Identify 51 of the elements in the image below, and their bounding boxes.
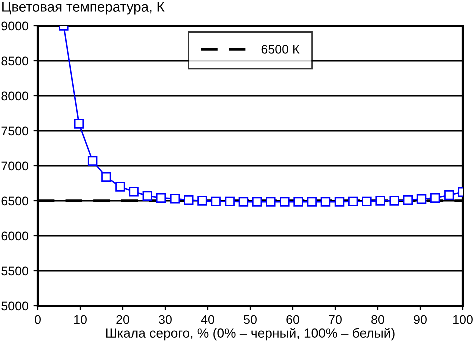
point bbox=[225, 196, 235, 207]
y-axis-title: Цветовая температура, К bbox=[2, 2, 165, 15]
point bbox=[156, 193, 166, 204]
point bbox=[116, 182, 126, 192]
x-tick-label: 20 bbox=[116, 315, 130, 324]
point bbox=[198, 196, 208, 206]
x-tick-label: 40 bbox=[201, 315, 214, 324]
x-tick-label: 0 bbox=[35, 315, 41, 324]
y-tick-label: 8500 bbox=[2, 56, 28, 66]
point bbox=[184, 195, 194, 206]
x-tick-label: 90 bbox=[414, 315, 427, 324]
x-tick-label: 30 bbox=[159, 315, 172, 324]
point bbox=[320, 197, 331, 207]
legend-label: 6500 К bbox=[262, 45, 300, 54]
point bbox=[252, 197, 262, 207]
x-tick-label: 80 bbox=[372, 315, 384, 324]
point bbox=[280, 197, 290, 207]
point bbox=[334, 197, 345, 207]
point bbox=[211, 196, 221, 207]
point bbox=[170, 194, 180, 204]
y-tick-label: 6500 bbox=[2, 196, 28, 206]
y-tick-label: 6000 bbox=[2, 232, 28, 241]
point bbox=[129, 187, 139, 197]
point bbox=[390, 196, 400, 206]
y-tick-label: 7000 bbox=[2, 162, 28, 171]
point bbox=[416, 194, 427, 204]
x-axis-title: Шкала серого, % (0% – черный, 100% – белый) bbox=[106, 328, 395, 341]
point bbox=[102, 172, 112, 182]
x-tick-label: 100 bbox=[454, 315, 473, 324]
point bbox=[142, 191, 153, 201]
x-tick-label: 60 bbox=[286, 315, 300, 324]
point bbox=[444, 190, 454, 200]
y-tick-label: 5000 bbox=[2, 302, 28, 311]
y-tick-label: 8000 bbox=[2, 92, 28, 101]
y-tick-label: 5500 bbox=[2, 266, 28, 276]
point bbox=[362, 196, 372, 207]
point bbox=[238, 197, 249, 207]
x-tick-label: 50 bbox=[244, 315, 257, 324]
point bbox=[74, 119, 84, 129]
point bbox=[430, 193, 440, 204]
point bbox=[403, 195, 414, 206]
x-tick-label: 70 bbox=[329, 315, 342, 324]
point bbox=[294, 197, 304, 207]
point bbox=[348, 196, 358, 207]
y-tick-label: 7500 bbox=[2, 126, 28, 136]
y-tick-label: 9000 bbox=[2, 22, 28, 31]
point bbox=[376, 196, 386, 206]
point bbox=[307, 197, 317, 207]
x-tick-label: 10 bbox=[74, 315, 87, 324]
point bbox=[88, 156, 98, 166]
point bbox=[266, 197, 276, 207]
